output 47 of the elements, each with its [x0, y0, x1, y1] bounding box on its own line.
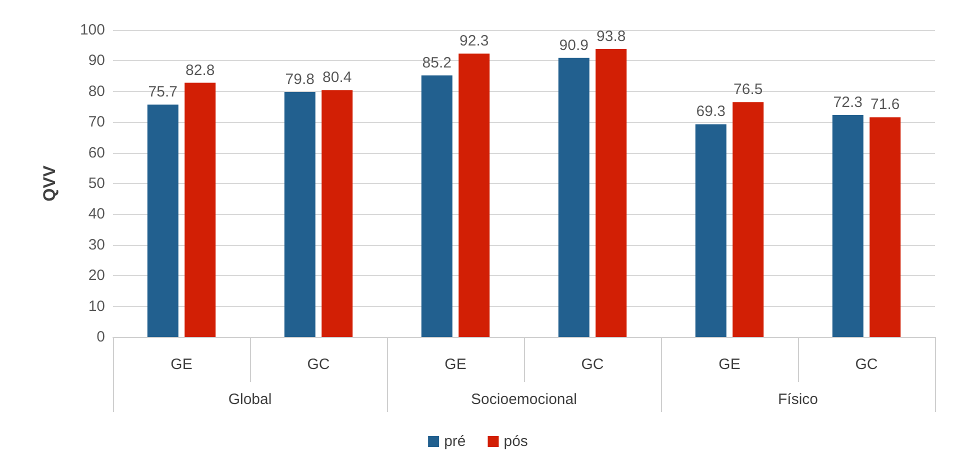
bar — [732, 102, 764, 337]
text: Global — [228, 391, 272, 408]
data-label: 75.7 — [148, 84, 178, 101]
data-label: 72.3 — [833, 94, 862, 112]
data-label: 90.9 — [559, 36, 588, 54]
y-tick-label: 70 — [88, 114, 105, 131]
y-tick-label: 100 — [80, 22, 105, 38]
bar — [870, 117, 901, 337]
text: Físico — [778, 391, 818, 408]
data-label: 76.5 — [734, 81, 763, 98]
bar — [558, 58, 590, 337]
bar — [596, 49, 627, 337]
bar — [322, 90, 353, 337]
y-tick-label: 80 — [88, 82, 105, 100]
x-tick-label: GC — [581, 356, 604, 373]
data-label: 92.3 — [460, 32, 489, 50]
data-label: 79.8 — [285, 71, 314, 88]
y-tick-label: 10 — [88, 298, 105, 315]
legend-label: pré — [444, 433, 466, 450]
legend-label: pós — [504, 433, 528, 450]
x-tick-label: GE — [718, 356, 740, 373]
x-tick-label: GC — [855, 356, 878, 373]
data-label: 82.8 — [186, 62, 215, 79]
data-label: 80.4 — [322, 69, 352, 86]
x-tick-label: GE — [444, 356, 466, 373]
data-label: 93.8 — [596, 28, 626, 46]
bar — [832, 115, 864, 337]
y-tick-label: 30 — [88, 236, 105, 254]
x-tick-label: GE — [170, 356, 192, 373]
y-tick-label: 0 — [96, 328, 105, 346]
y-tick-label: 90 — [88, 52, 105, 70]
data-label: 71.6 — [870, 96, 900, 114]
y-tick-label: 50 — [88, 175, 105, 192]
bar — [147, 104, 178, 337]
y-tick-label: 20 — [88, 267, 105, 284]
bar — [421, 75, 452, 337]
y-axis-title: QVV — [40, 164, 59, 202]
bar — [695, 124, 726, 337]
y-tick-label: 60 — [88, 144, 105, 162]
data-label: 69.3 — [696, 103, 726, 120]
text: Socioemocional — [471, 391, 577, 408]
bar — [458, 54, 490, 337]
data-label: 85.2 — [422, 54, 452, 72]
x-tick-label: GC — [307, 356, 330, 373]
y-tick-label: 40 — [88, 206, 105, 223]
bar — [184, 82, 216, 337]
bar — [284, 92, 316, 337]
